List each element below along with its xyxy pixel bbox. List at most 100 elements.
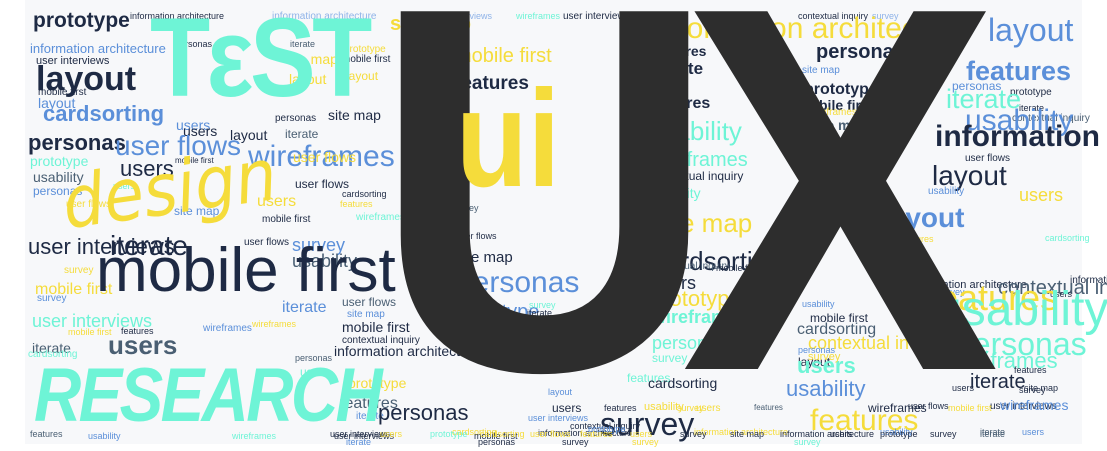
cloud-word: information architecture <box>694 427 789 437</box>
cloud-word: survey <box>1019 385 1046 395</box>
cloud-word: wireframes <box>1000 397 1069 413</box>
cloud-word: cardsorting <box>452 427 497 437</box>
cloud-word: features <box>810 404 919 437</box>
cloud-word: personas <box>955 326 1087 362</box>
cloud-word: usability <box>463 321 521 338</box>
cloud-word: users <box>257 193 297 210</box>
cloud-word: contextual inquiry <box>1012 113 1090 124</box>
cloud-word: usability <box>532 316 569 327</box>
cloud-word: users <box>113 181 136 191</box>
ui-headline: ui <box>456 62 561 216</box>
cloud-word: features <box>700 11 733 21</box>
cloud-word: survey <box>562 437 589 447</box>
cloud-word: survey <box>930 429 957 439</box>
cloud-word: cardsorting <box>648 375 718 391</box>
cloud-word: personas <box>28 130 126 155</box>
cloud-word: usability <box>786 376 866 401</box>
cloud-word: user interviews <box>330 429 391 439</box>
cloud-word: user interviews <box>32 311 153 331</box>
cloud-word: survey <box>680 429 707 439</box>
cloud-word: users <box>108 330 178 360</box>
cloud-word: user flows <box>908 401 949 411</box>
cloud-word: features <box>966 56 1072 86</box>
cloud-word: personas <box>175 39 213 49</box>
cloud-word: information architecture <box>912 279 1027 291</box>
cloud-word: features <box>627 371 671 385</box>
cloud-word: features <box>1014 365 1047 375</box>
cloud-word: user flows <box>342 295 397 309</box>
cloud-word: prototype <box>344 44 386 55</box>
cloud-word: iterate <box>346 437 372 447</box>
cloud-word: site map <box>730 429 765 439</box>
cloud-word: wireframes <box>652 307 748 327</box>
cloud-word: survey <box>652 351 688 365</box>
cloud-word: layout <box>882 202 965 233</box>
cloud-word: usability <box>33 169 84 185</box>
cloud-word: wireframes <box>950 348 1058 373</box>
cloud-word: layout <box>798 355 831 369</box>
cloud-word: site map <box>285 51 338 67</box>
cloud-word: mobile first <box>455 45 552 67</box>
cloud-word: iterate <box>356 411 384 422</box>
cloud-word: information architecture <box>272 11 377 22</box>
cloud-word: site map <box>174 204 220 218</box>
cloud-word: user flows <box>530 429 571 439</box>
cloud-word: contextual inquiry <box>998 277 1107 299</box>
cloud-word: iterate <box>1019 103 1045 113</box>
cloud-word: user interviews <box>28 234 175 259</box>
cloud-word: cardsorting <box>342 189 387 199</box>
cloud-word: mobile first <box>342 319 410 335</box>
cloud-word: prototype <box>880 429 918 439</box>
cloud-word: contextual inquiry <box>570 421 641 431</box>
cloud-word: layout <box>289 71 327 87</box>
cloud-word: cardsorting <box>653 246 782 276</box>
cloud-word: features <box>754 403 783 412</box>
cloud-word: usability <box>928 186 965 197</box>
cloud-word: user flows <box>456 231 497 241</box>
cloud-word: contextual inquiry <box>652 261 730 272</box>
cloud-word: users <box>830 429 853 439</box>
cloud-word: wireframes <box>248 140 395 173</box>
cloud-word: user flows <box>505 341 551 352</box>
cloud-word: information architecture <box>30 41 166 56</box>
cloud-word: usability <box>802 299 835 309</box>
cloud-word: site map <box>802 65 840 76</box>
cloud-word: layout <box>230 127 268 143</box>
cloud-word: personas <box>295 353 333 363</box>
cloud-word: users <box>696 403 721 414</box>
test-headline: TεST <box>150 0 372 120</box>
cloud-word: users <box>380 429 403 439</box>
cloud-word: information architecture <box>935 120 1107 153</box>
cloud-word: user flows <box>66 199 112 210</box>
cloud-word: layout <box>548 387 573 397</box>
cloud-word: mobile first <box>175 156 214 165</box>
cloud-word: usability <box>650 185 701 201</box>
cloud-word: site map <box>328 107 381 123</box>
cloud-word: personas <box>816 41 905 63</box>
cloud-word: mobile first <box>342 54 391 65</box>
cloud-word: user interviews <box>528 413 589 423</box>
cloud-word: layout <box>932 160 1007 191</box>
cloud-word: personas <box>378 400 469 425</box>
cloud-word: features <box>121 326 154 336</box>
cloud-word: survey <box>794 437 821 447</box>
cloud-word: wireframes <box>808 107 857 118</box>
cloud-word: contextual inquiry <box>798 11 869 21</box>
cloud-word: features <box>928 277 1059 318</box>
cloud-word: cardsorting <box>28 349 78 360</box>
cloud-word: personas <box>33 184 83 198</box>
cloud-word: prototype <box>650 286 742 311</box>
cloud-word: prototype <box>30 153 89 169</box>
cloud-word: survey <box>292 235 346 255</box>
cloud-word: wireframes <box>356 212 405 223</box>
cloud-word: information architecture <box>780 429 875 439</box>
cloud-word: layout <box>346 69 379 83</box>
cloud-word: iterate <box>110 230 188 261</box>
cloud-word: contextual inquiry <box>342 335 420 346</box>
cloud-word: wireframes <box>232 431 277 441</box>
cloud-word: wireframes <box>516 11 561 21</box>
cloud-word: features <box>30 429 63 439</box>
cloud-word: features <box>652 43 707 59</box>
cloud-word: user interviews <box>990 401 1057 412</box>
